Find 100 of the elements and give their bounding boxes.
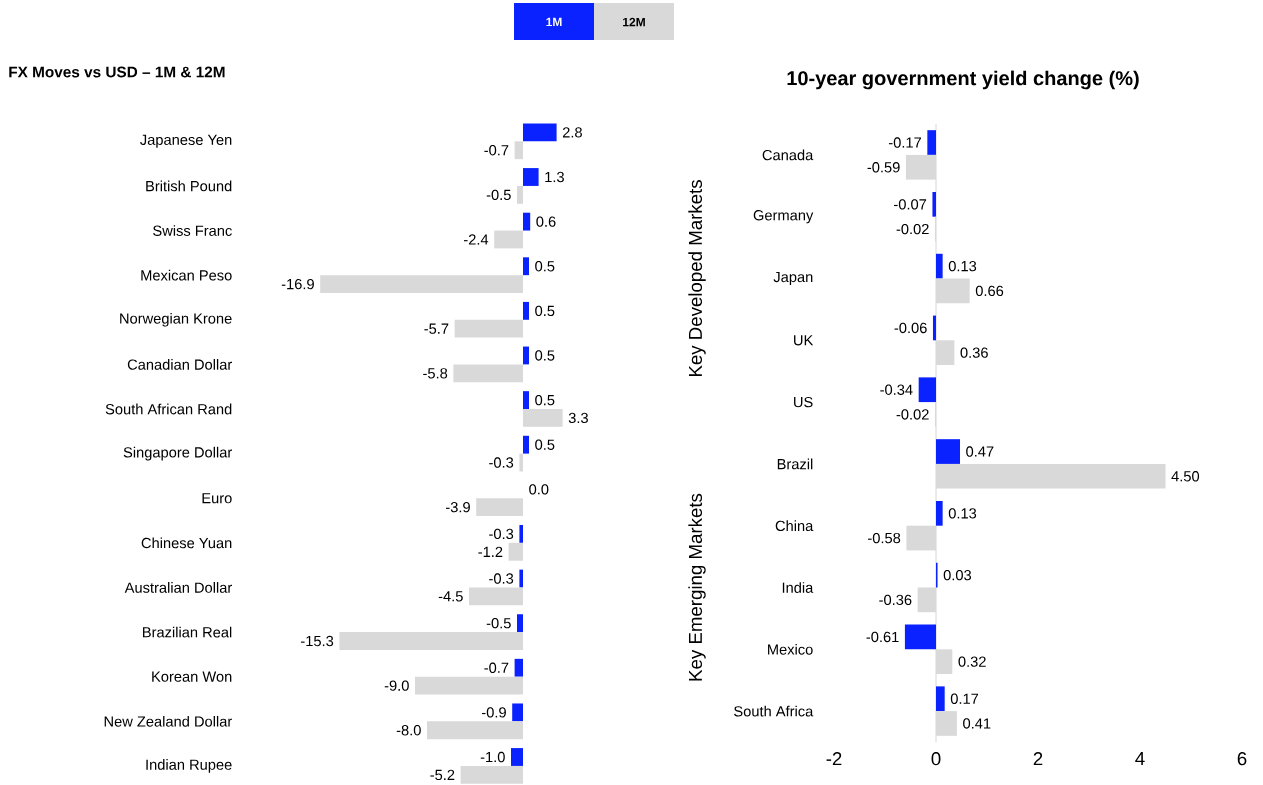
data-label: 0.5 [535,439,555,450]
bar [523,212,531,231]
bar [476,498,523,517]
y-tick-label: Canadian Dollar [127,359,232,370]
data-label: 0.32 [958,656,986,667]
bar [454,319,523,338]
data-label: 4.50 [1171,471,1200,482]
bar [519,453,523,472]
bar [936,500,943,526]
bar [904,624,937,650]
data-label: -0.3 [489,573,514,584]
y-tick-label: Indian Rupee [146,759,232,773]
bar [936,463,1166,489]
data-label: 0.5 [535,394,555,406]
y-tick-label: Swiss Franc [153,225,232,236]
data-label: -5.7 [424,323,449,334]
bar [427,721,523,740]
bar [906,525,937,551]
bar [932,191,937,217]
data-label: 0.0 [529,484,549,495]
data-label: -15.3 [301,635,334,647]
bar [415,676,523,695]
bar [936,711,957,736]
data-label: 0.36 [960,347,988,358]
y-tick-label: South Africa [734,705,814,717]
text: Key Emerging Markets [688,493,706,681]
bar [523,168,539,186]
chart-title: 10-year government yield change (%) [787,70,1139,90]
bar [517,185,523,204]
y-tick-label: Korean Won [152,671,232,682]
y-tick-label: Japan [773,271,813,286]
bar [927,130,937,155]
data-label: -0.58 [868,532,901,544]
y-tick-label: Germany [753,210,814,224]
data-label: 2.8 [562,127,582,138]
y-tick-label: Mexican Peso [141,269,232,281]
bar [936,439,960,464]
y-tick-label: Mexico [768,643,813,655]
bar [523,301,529,320]
bar [320,275,523,294]
bar [936,278,970,304]
data-label: -1.2 [478,546,503,557]
y-tick-label: US [794,396,813,408]
text: 12M [623,17,645,27]
y-tick-label: Chinese Yuan [141,537,232,549]
bar [523,346,529,365]
y-tick-label: South African Rand [105,403,232,415]
x-tick-label: 6 [1237,752,1247,766]
data-label: -5.2 [430,769,455,781]
bar [523,409,563,427]
bar [936,340,955,366]
data-label: -8.0 [396,725,421,736]
data-label: -0.17 [888,137,921,148]
data-label: 0.5 [535,305,555,317]
data-label: -1.0 [480,751,505,763]
bar [523,435,529,454]
data-label: 0.5 [535,350,555,361]
data-label: -4.5 [438,591,463,602]
x-tick-label: 0 [931,752,941,766]
data-label: -2.4 [463,234,489,245]
data-label: -0.9 [481,707,506,718]
bar [514,141,523,160]
data-label: -0.07 [894,199,927,210]
bar [523,123,557,142]
data-label: 0.41 [963,718,991,729]
data-label: 0.6 [536,216,556,227]
data-label: -0.02 [896,223,929,235]
text: Key Developed Markets [688,180,706,377]
y-tick-label: China [775,520,814,532]
y-tick-label: UK [794,335,814,346]
data-label: 0.17 [950,693,979,704]
bar [508,542,523,561]
data-label: -0.34 [880,384,913,395]
y-tick-label: Norwegian Krone [120,312,232,327]
bar [936,253,943,279]
y-tick-label: India [782,582,814,593]
y-tick-label: Australian Dollar [124,582,233,593]
y-tick-label: Brazilian Real [143,626,232,638]
y-tick-label: Singapore Dollar [123,446,233,461]
bar [523,391,529,410]
data-label: -0.5 [486,617,511,629]
bar [469,587,523,606]
text: FX Moves vs USD – 1M & 12M [9,66,225,78]
bar [918,377,937,403]
data-label: 0.66 [975,285,1004,297]
bar [460,765,523,784]
data-label: -9.0 [384,680,409,691]
data-label: -0.36 [879,594,912,606]
bar [494,230,523,249]
y-tick-label: Brazil [777,458,813,470]
data-label: -0.02 [896,409,929,420]
data-label: 0.03 [943,569,972,581]
y-tick-label: Japanese Yen [140,134,232,148]
data-label: -3.9 [445,501,470,513]
data-label: -0.5 [486,189,511,201]
bar [512,703,523,722]
data-label: 3.3 [568,412,588,424]
x-tick-label: 2 [1033,752,1043,766]
bar [932,315,937,341]
data-label: -5.8 [423,368,448,379]
